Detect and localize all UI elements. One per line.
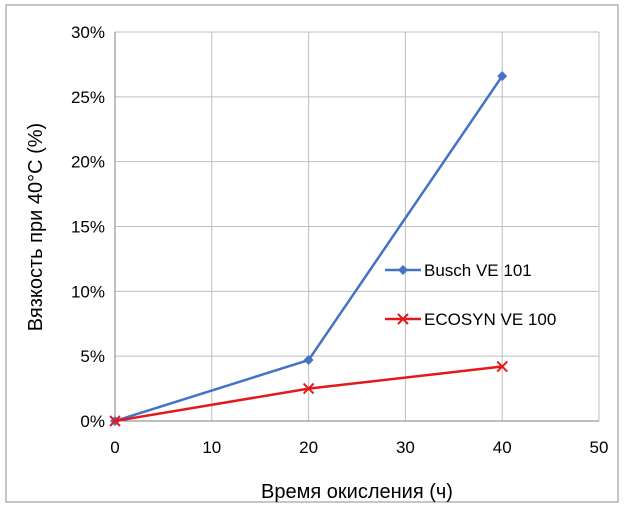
y-tick-label: 15% — [71, 218, 105, 237]
x-tick-label: 30 — [396, 438, 415, 457]
y-tick-label: 20% — [71, 153, 105, 172]
legend-marker-busch — [398, 265, 408, 275]
y-tick-label: 5% — [80, 347, 105, 366]
series-group — [109, 71, 508, 427]
legend-marker-ecosyn-stroke — [397, 313, 409, 325]
x-tick-label: 20 — [299, 438, 318, 457]
legend-marker-ecosyn — [397, 313, 409, 325]
tick-labels: 0 10 20 30 40 50 0% 5% 10% 15% 20% 25% 30% — [71, 23, 608, 457]
y-tick-label: 10% — [71, 282, 105, 301]
data-point-ecosyn-stroke — [109, 415, 121, 427]
x-axis-label: Время окисления (ч) — [261, 481, 453, 503]
legend-label-ecosyn: ECOSYN VE 100 — [424, 310, 556, 329]
grid — [114, 31, 600, 422]
data-point-ecosyn — [496, 360, 508, 373]
x-tick-label: 40 — [493, 438, 512, 457]
x-tick-label: 0 — [110, 438, 119, 457]
y-tick-label: 0% — [80, 412, 105, 431]
data-point-busch — [497, 71, 508, 82]
data-point-busch — [303, 355, 314, 366]
data-point-ecosyn-stroke — [302, 382, 315, 395]
data-point-ecosyn — [302, 382, 315, 395]
legend: Busch VE 101 ECOSYN VE 100 — [385, 261, 556, 329]
x-tick-label: 10 — [202, 438, 221, 457]
x-tick-label: 50 — [590, 438, 609, 457]
data-point-ecosyn — [109, 415, 121, 427]
y-tick-label: 25% — [71, 88, 105, 107]
legend-label-busch: Busch VE 101 — [424, 261, 532, 280]
chart-border — [5, 4, 619, 503]
y-tick-label: 30% — [71, 23, 105, 42]
data-point-ecosyn-stroke — [496, 360, 508, 373]
y-axis-label: Вязкость при 40°C (%) — [25, 123, 47, 331]
